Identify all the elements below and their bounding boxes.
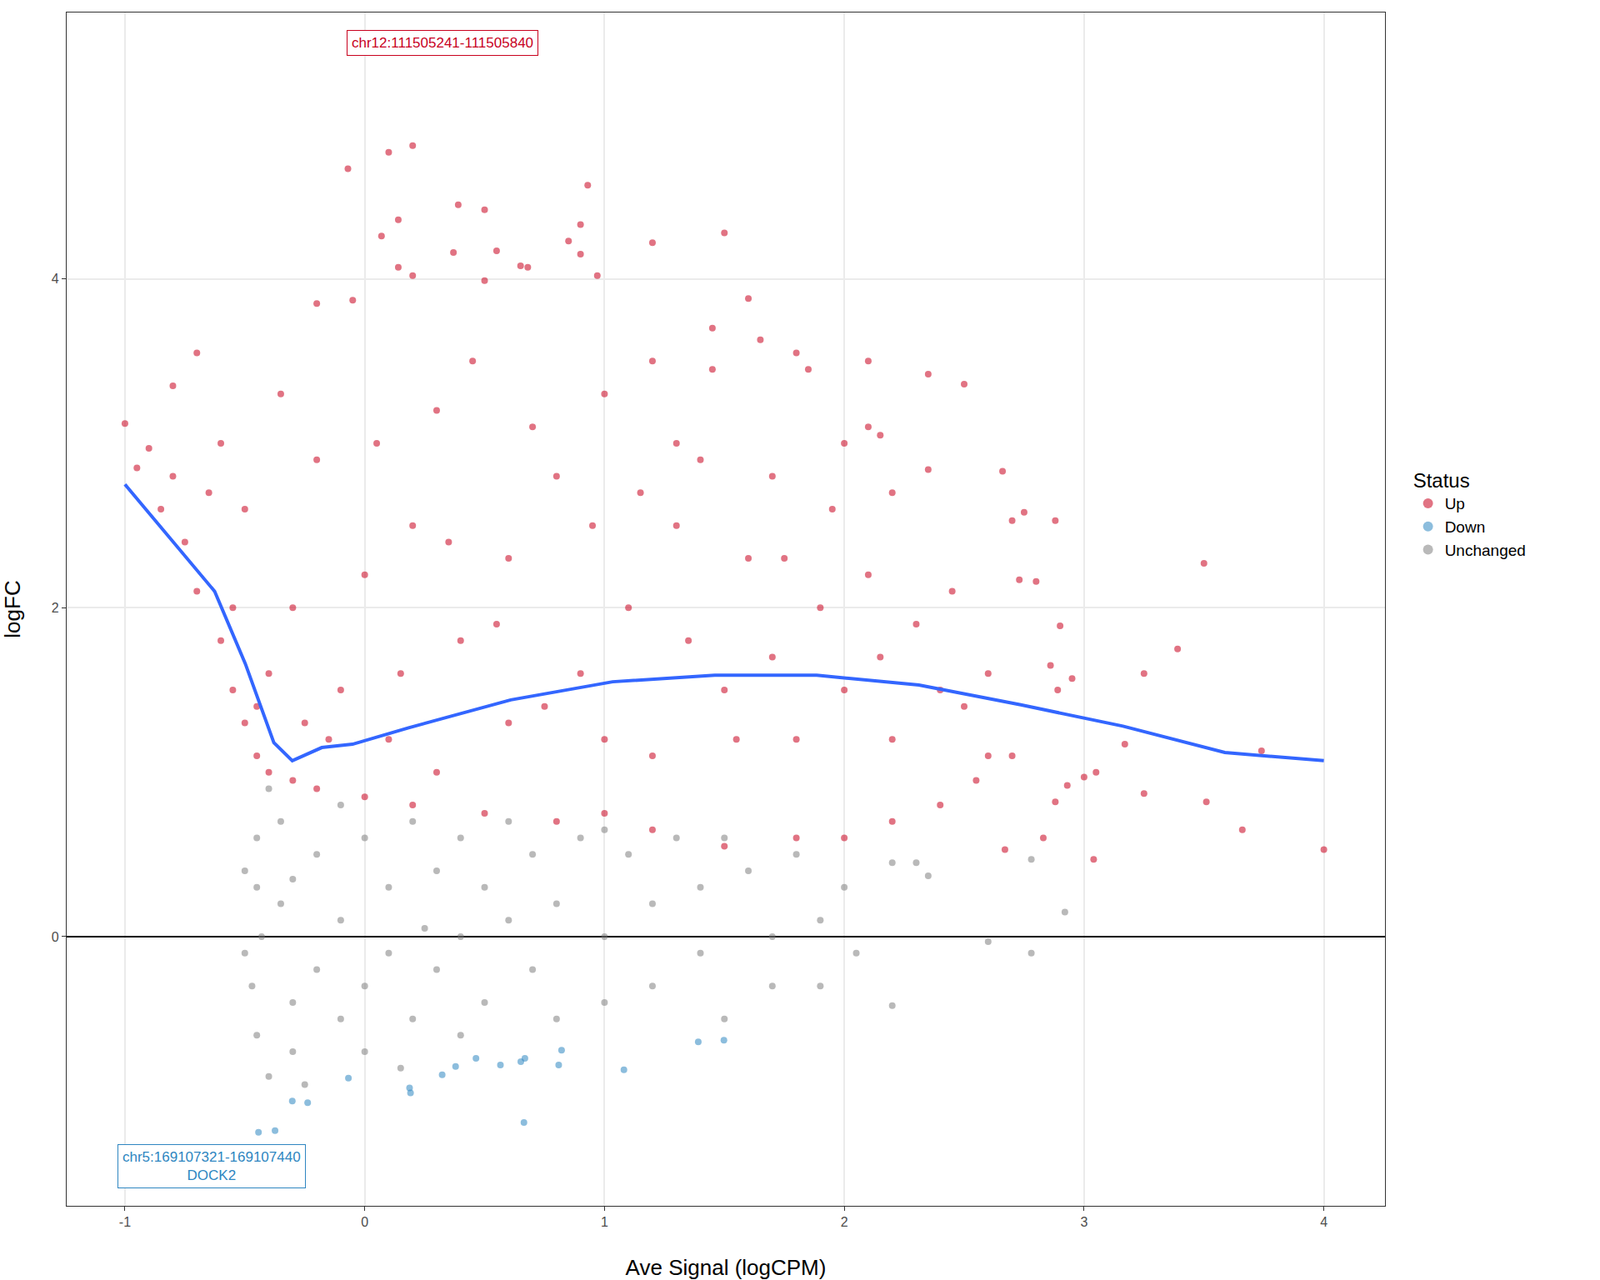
svg-text:1: 1 [600,1215,609,1230]
svg-text:Unchanged: Unchanged [1445,541,1526,560]
svg-text:Up: Up [1445,495,1465,513]
svg-text:3: 3 [1080,1215,1088,1230]
svg-text:-1: -1 [119,1215,131,1230]
svg-text:0: 0 [360,1215,369,1230]
svg-text:4: 4 [51,271,60,286]
svg-text:chr12:111505241-111505840: chr12:111505241-111505840 [351,35,534,51]
svg-text:0: 0 [51,930,60,945]
svg-text:4: 4 [1320,1215,1328,1230]
svg-text:2: 2 [51,600,60,615]
svg-text:Status: Status [1413,469,1470,492]
svg-text:logFC: logFC [0,580,25,638]
svg-text:chr5:169107321-169107440DOCK2: chr5:169107321-169107440DOCK2 [122,1149,301,1184]
svg-text:Ave Signal (logCPM): Ave Signal (logCPM) [625,1255,827,1280]
svg-text:Down: Down [1445,518,1486,536]
svg-text:2: 2 [840,1215,849,1230]
